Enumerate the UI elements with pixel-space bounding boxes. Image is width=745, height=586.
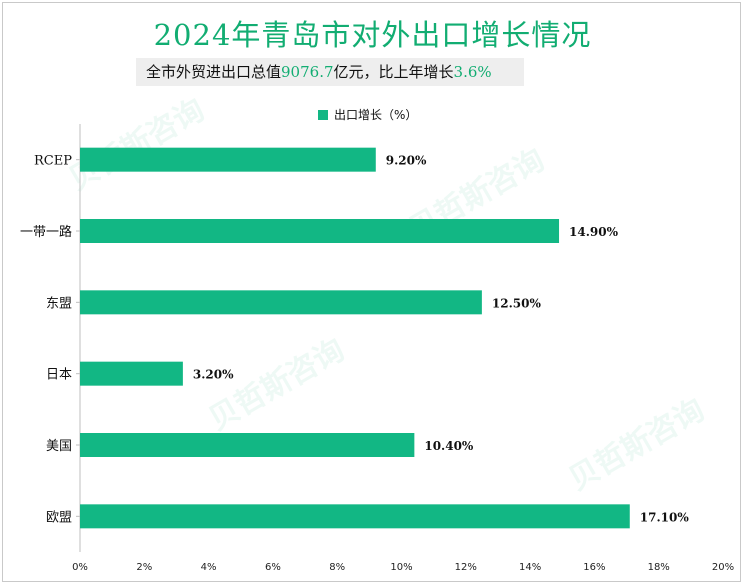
- bar: [80, 504, 630, 529]
- y-category-label: 日本: [46, 368, 72, 383]
- subtitle-middle: 亿元，比上年增长: [333, 63, 454, 81]
- data-label: 10.40%: [424, 439, 474, 453]
- x-tick-label: 14%: [519, 562, 541, 573]
- y-category-label: 美国: [46, 439, 72, 454]
- chart-subtitle: 全市外贸进出口总值9076.7亿元，比上年增长3.6%: [136, 58, 524, 86]
- legend-label: 出口增长（%）: [334, 108, 418, 122]
- bar: [80, 147, 376, 172]
- x-tick-label: 8%: [329, 562, 345, 573]
- x-tick-label: 10%: [390, 562, 412, 573]
- bar: [80, 433, 415, 457]
- x-tick-label: 4%: [201, 562, 217, 573]
- bar: [80, 290, 482, 315]
- bar: [80, 361, 183, 386]
- x-tick-label: 12%: [455, 562, 477, 573]
- chart-title: 2024年青岛市对外出口增长情况: [153, 18, 592, 52]
- bar: [80, 219, 560, 243]
- data-label: 17.10%: [640, 510, 690, 524]
- y-category-label: RCEP: [34, 154, 72, 169]
- x-tick-label: 6%: [265, 562, 281, 573]
- x-tick-label: 16%: [583, 562, 605, 573]
- x-tick-label: 0%: [72, 562, 88, 573]
- y-category-label: 东盟: [46, 296, 72, 311]
- y-category-label: 一带一路: [20, 224, 72, 240]
- data-label: 9.20%: [386, 154, 427, 168]
- x-tick-label: 2%: [136, 562, 152, 573]
- x-tick-label: 18%: [648, 562, 670, 573]
- subtitle-total-value: 9076.7: [281, 63, 334, 81]
- subtitle-prefix: 全市外贸进出口总值: [146, 63, 282, 81]
- chart-legend: 出口增长（%）: [318, 106, 417, 123]
- legend-swatch: [318, 109, 328, 120]
- y-category-label: 欧盟: [46, 510, 72, 525]
- x-tick-label: 20%: [712, 562, 734, 573]
- subtitle-growth-value: 3.6%: [453, 63, 492, 81]
- data-label: 3.20%: [193, 368, 234, 382]
- data-label: 12.50%: [492, 296, 542, 310]
- data-label: 14.90%: [569, 225, 619, 239]
